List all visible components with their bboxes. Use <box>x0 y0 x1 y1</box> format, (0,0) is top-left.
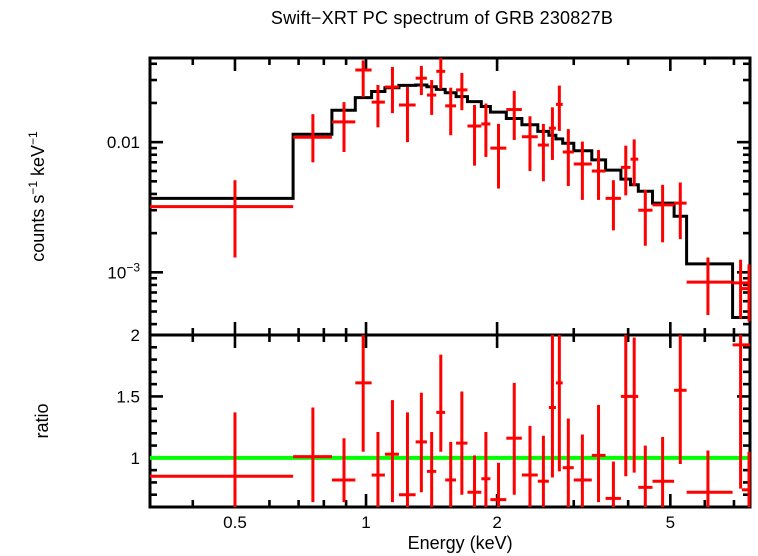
x-tick-label: 5 <box>666 513 675 532</box>
spectrum-data-point <box>506 90 522 140</box>
y-tick-label-ratio-part: 2 <box>131 326 140 345</box>
x-tick-label-part: 5 <box>666 513 675 532</box>
spectrum-panel-axes <box>148 56 752 337</box>
spectrum-data-point <box>555 85 563 131</box>
spectrum-data-point <box>741 264 751 322</box>
ratio-data-point <box>652 436 675 507</box>
ratio-data-point <box>620 335 631 477</box>
spectrum-data-point <box>445 87 457 136</box>
ratio-data-point <box>686 450 733 507</box>
ratio-data-point <box>384 400 399 503</box>
ratio-data-point <box>415 392 427 493</box>
ratio-data-point <box>150 412 294 507</box>
y-tick-label-counts: 0.01 <box>107 133 140 152</box>
y-axis-title-counts-part: −1 <box>26 131 40 145</box>
y-tick-label-counts: 10−3 <box>107 260 140 282</box>
spectrum-data-point <box>630 139 639 187</box>
x-tick-label: 1 <box>361 513 370 532</box>
spectrum-data-point <box>436 58 446 90</box>
ratio-data-point <box>481 432 491 507</box>
spectrum-data-point <box>521 116 538 172</box>
x-tick-label: 0.5 <box>223 513 247 532</box>
spectrum-data-point <box>384 66 399 114</box>
spectrum-data-point <box>415 65 427 96</box>
y-tick-label-ratio: 2 <box>131 326 140 345</box>
ratio-data-point <box>630 337 639 473</box>
ratio-data-point <box>355 335 372 452</box>
y-axis-title-ratio: ratio <box>32 403 52 438</box>
y-tick-label-ratio-part: 1.5 <box>116 387 140 406</box>
y-tick-label-counts-part: −3 <box>126 260 140 274</box>
y-tick-label-counts-part: 0.01 <box>107 133 140 152</box>
x-tick-label-part: 2 <box>492 513 501 532</box>
ratio-data-point <box>591 405 606 503</box>
y-axis-title-counts-part: counts s <box>28 195 48 262</box>
ratio-data-point <box>293 407 332 503</box>
spectrum-data-point <box>652 184 675 243</box>
ratio-data-point <box>741 451 751 507</box>
ratio-data-point <box>436 354 446 452</box>
spectrum-data-point <box>638 189 653 246</box>
spectrum-data-point <box>605 180 621 231</box>
ratio-data-point <box>331 438 356 503</box>
spectrum-data-point <box>481 103 491 157</box>
ratio-data-point <box>605 461 621 507</box>
spectrum-data-point <box>456 72 468 111</box>
spectrum-data-point <box>490 123 507 189</box>
y-axis-title-counts: counts s−1 keV−1 <box>26 131 48 262</box>
spectrum-panel <box>150 58 751 322</box>
ratio-data-point <box>445 441 457 507</box>
ratio-data-point <box>490 462 507 507</box>
spectrum-data-point <box>548 107 556 160</box>
ratio-data-point <box>548 335 556 478</box>
spectrum-data-point <box>355 60 372 98</box>
spectrum-data-point <box>591 150 606 200</box>
ratio-data-point <box>638 445 653 507</box>
ratio-data-point <box>371 432 385 507</box>
ratio-panel <box>150 335 751 507</box>
y-tick-label-counts-part: 10 <box>107 263 126 282</box>
ratio-data-point <box>732 335 750 489</box>
ratio-data-point <box>562 418 574 507</box>
ratio-data-point <box>555 335 563 472</box>
figure-title: Swift−XRT PC spectrum of GRB 230827B <box>270 8 614 28</box>
spectrum-data-point <box>562 129 574 187</box>
spectrum-data-point <box>674 182 687 240</box>
ratio-data-point <box>398 412 416 507</box>
spectrum-data-point <box>293 114 332 163</box>
ratio-data-point <box>506 382 522 495</box>
x-tick-label-part: 0.5 <box>223 513 247 532</box>
ratio-data-point <box>521 425 538 507</box>
spectrum-data-point <box>573 141 592 200</box>
ratio-data-point <box>537 435 549 507</box>
spectrum-data-point <box>537 123 549 182</box>
x-tick-label: 2 <box>492 513 501 532</box>
spectrum-data-point <box>371 84 385 128</box>
x-tick-label-part: 1 <box>361 513 370 532</box>
spectrum-data-point <box>732 259 750 319</box>
y-axis-title-counts-part: keV <box>28 145 48 181</box>
ratio-data-point <box>456 391 468 495</box>
ratio-data-point <box>426 432 437 507</box>
x-axis-title: Energy (keV) <box>408 533 513 553</box>
y-tick-label-ratio: 1 <box>131 449 140 468</box>
ratio-data-point <box>674 335 687 464</box>
ratio-data-point <box>467 455 482 507</box>
y-axis-title-ratio-part: ratio <box>32 403 52 438</box>
spectrum-data-point <box>150 180 294 258</box>
spectrum-data-point <box>426 80 437 115</box>
spectrum-data-point <box>331 102 356 153</box>
spectrum-data-point <box>467 104 482 166</box>
y-axis-title-counts-part: −1 <box>26 181 40 195</box>
x-axis-title-part: Energy (keV) <box>408 533 513 553</box>
spectrum-data-point <box>686 257 733 316</box>
ratio-data-point <box>573 434 592 507</box>
spectrum-data-point <box>398 87 416 143</box>
spectrum-data-point <box>620 145 631 196</box>
y-tick-label-ratio: 1.5 <box>116 387 140 406</box>
y-tick-label-ratio-part: 1 <box>131 449 140 468</box>
